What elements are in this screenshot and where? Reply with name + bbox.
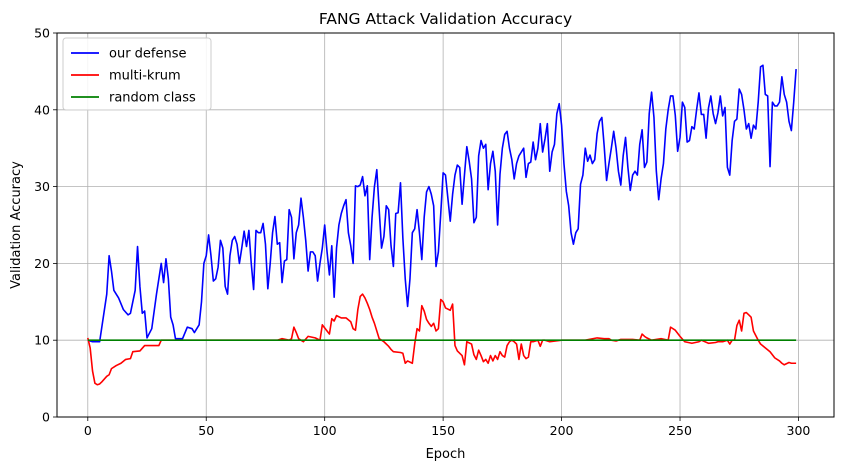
axis-ticks: 0 50 100 150 200 250 300 0 10 20 30 40 50 (34, 26, 810, 439)
series-lines (87, 64, 797, 386)
y-tick-label: 0 (42, 410, 50, 425)
y-tick-label: 20 (34, 256, 50, 271)
y-tick-label: 50 (34, 26, 50, 41)
legend-label: multi-krum (109, 69, 181, 84)
legend-label: random class (109, 91, 196, 106)
plot-area-frame (56, 32, 835, 418)
x-tick-label: 250 (668, 423, 692, 438)
legend-label: our defense (109, 47, 187, 62)
x-axis-label: Epoch (426, 447, 466, 462)
x-tick-label: 200 (550, 423, 574, 438)
y-tick-label: 30 (34, 179, 50, 194)
series-line-our-defense (87, 64, 797, 343)
y-tick-label: 10 (34, 333, 50, 348)
x-tick-label: 0 (84, 423, 92, 438)
x-tick-label: 100 (313, 423, 337, 438)
legend-box (62, 37, 212, 111)
y-tick-label: 40 (34, 102, 50, 117)
y-axis-label: Validation Accuracy (9, 161, 24, 289)
legend: our defense multi-krum random class (62, 37, 212, 111)
x-tick-label: 150 (431, 423, 455, 438)
x-tick-label: 300 (787, 423, 811, 438)
x-tick-label: 50 (198, 423, 214, 438)
chart-title: FANG Attack Validation Accuracy (319, 10, 572, 28)
